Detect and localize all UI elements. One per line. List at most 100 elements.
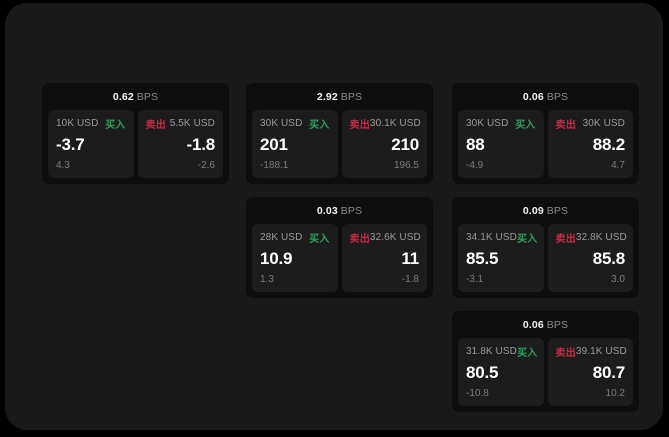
quote-size-label: 30K USD (260, 118, 303, 129)
bps-unit-label: BPS (546, 91, 569, 103)
quote-size-label: 10K USD (56, 118, 99, 129)
quote-card[interactable]: 0.06 BPS 31.8K USD 买入 80.5 -10.8 卖出 39.1K USD 80… (452, 311, 639, 412)
quote-sub-value: -10.8 (466, 388, 489, 399)
quote-side-header: 卖出 39.1K USD (555, 345, 627, 359)
bps-unit-label: BPS (136, 91, 159, 103)
quote-side-header: 28K USD 买入 (260, 231, 330, 245)
quote-main-value: 11 (401, 249, 419, 268)
bps-header: 0.06 BPS (458, 318, 633, 332)
quote-main-value: 85.5 (466, 249, 499, 268)
bps-unit-label: BPS (546, 205, 569, 217)
quote-size-label: 28K USD (260, 232, 303, 243)
quote-side-header: 卖出 30.1K USD (349, 117, 421, 131)
quote-card-board: 0.62 BPS 10K USD 买入 -3.7 4.3 卖出 5.5K USD -1.8 -2.… (42, 83, 642, 412)
quote-side-buy[interactable]: 34.1K USD 买入 85.5 -3.1 (458, 224, 544, 292)
quote-sub-value: 196.5 (393, 160, 419, 171)
quote-side-buy[interactable]: 10K USD 买入 -3.7 4.3 (48, 110, 134, 178)
quote-side-header: 34.1K USD 买入 (466, 231, 538, 245)
quote-side-header: 31.8K USD 买入 (466, 345, 538, 359)
sell-action-label[interactable]: 卖出 (555, 234, 576, 245)
quote-main-value: 88.2 (592, 135, 625, 154)
bps-value: 0.03 (316, 205, 338, 217)
quote-main-value: -3.7 (56, 135, 85, 154)
quote-side-sell[interactable]: 卖出 32.6K USD 11 -1.8 (341, 224, 427, 292)
quote-side-sell[interactable]: 卖出 32.8K USD 85.8 3.0 (547, 224, 633, 292)
quote-side-sell[interactable]: 卖出 30K USD 88.2 4.7 (547, 110, 633, 178)
quote-side-sell[interactable]: 卖出 39.1K USD 80.7 10.2 (547, 338, 633, 406)
quote-card[interactable]: 0.62 BPS 10K USD 买入 -3.7 4.3 卖出 5.5K USD -1.8 -2.… (42, 83, 229, 184)
quote-card[interactable]: 0.09 BPS 34.1K USD 买入 85.5 -3.1 卖出 32.8K USD 85.… (452, 197, 639, 298)
quote-size-label: 30.1K USD (369, 118, 421, 129)
buy-action-label[interactable]: 买入 (516, 348, 538, 359)
bps-unit-label: BPS (340, 205, 363, 217)
quote-size-label: 30K USD (466, 118, 509, 129)
quote-main-value: 88 (466, 135, 485, 154)
bps-header: 0.03 BPS (252, 204, 427, 218)
quote-size-label: 39.1K USD (575, 346, 627, 357)
quote-sub-value: -4.9 (466, 160, 484, 171)
quote-side-buy[interactable]: 31.8K USD 买入 80.5 -10.8 (458, 338, 544, 406)
quote-sides: 31.8K USD 买入 80.5 -10.8 卖出 39.1K USD 80.7 10.2 (458, 338, 633, 406)
quote-side-header: 卖出 32.8K USD (555, 231, 627, 245)
bps-value: 0.09 (522, 205, 544, 217)
quote-size-label: 31.8K USD (466, 346, 517, 357)
quote-sub-value: 4.7 (611, 160, 625, 171)
quote-sub-value: -188.1 (260, 160, 289, 171)
quote-main-value: 85.8 (592, 249, 625, 268)
sell-action-label[interactable]: 卖出 (349, 120, 370, 131)
quote-side-sell[interactable]: 卖出 30.1K USD 210 196.5 (341, 110, 427, 178)
quote-side-buy[interactable]: 30K USD 买入 201 -188.1 (252, 110, 338, 178)
bps-header: 0.06 BPS (458, 90, 633, 104)
sell-action-label[interactable]: 卖出 (555, 348, 576, 359)
buy-action-label[interactable]: 买入 (105, 120, 126, 131)
quote-main-value: 210 (391, 135, 419, 154)
quote-side-header: 卖出 32.6K USD (349, 231, 421, 245)
buy-action-label[interactable]: 买入 (515, 120, 536, 131)
quote-size-label: 5.5K USD (169, 118, 215, 129)
bps-value: 2.92 (316, 91, 338, 103)
quote-card[interactable]: 0.06 BPS 30K USD 买入 88 -4.9 卖出 30K USD 88.2 4.7 (452, 83, 639, 184)
sell-action-label[interactable]: 卖出 (349, 234, 370, 245)
quote-column-3: 0.06 BPS 30K USD 买入 88 -4.9 卖出 30K USD 88.2 4.7 0.… (452, 83, 639, 425)
bps-header: 0.09 BPS (458, 204, 633, 218)
quote-main-value: 10.9 (260, 249, 293, 268)
buy-action-label[interactable]: 买入 (516, 234, 538, 245)
sell-action-label[interactable]: 卖出 (555, 120, 576, 131)
quote-sub-value: 1.3 (260, 274, 274, 285)
quote-size-label: 34.1K USD (466, 232, 517, 243)
quote-card[interactable]: 0.03 BPS 28K USD 买入 10.9 1.3 卖出 32.6K USD 11 -1.8 (246, 197, 433, 298)
quote-sub-value: 3.0 (611, 274, 625, 285)
quote-side-header: 卖出 5.5K USD (145, 117, 216, 131)
quote-side-sell[interactable]: 卖出 5.5K USD -1.8 -2.6 (137, 110, 223, 178)
quote-main-value: 80.7 (592, 363, 625, 382)
buy-action-label[interactable]: 买入 (309, 234, 330, 245)
quote-main-value: -1.8 (186, 135, 216, 154)
quote-card[interactable]: 2.92 BPS 30K USD 买入 201 -188.1 卖出 30.1K USD 210 1… (246, 83, 433, 184)
quote-size-label: 30K USD (582, 118, 625, 129)
quote-sub-value: -2.6 (197, 160, 215, 171)
bps-unit-label: BPS (340, 91, 363, 103)
bps-header: 2.92 BPS (252, 90, 427, 104)
quote-sub-value: 4.3 (56, 160, 70, 171)
quote-sub-value: -1.8 (401, 274, 419, 285)
quote-side-buy[interactable]: 30K USD 买入 88 -4.9 (458, 110, 544, 178)
quote-sub-value: -3.1 (466, 274, 484, 285)
quote-sub-value: 10.2 (605, 388, 625, 399)
bps-value: 0.06 (522, 91, 544, 103)
quote-column-1: 0.62 BPS 10K USD 买入 -3.7 4.3 卖出 5.5K USD -1.8 -2.… (42, 83, 229, 197)
bps-unit-label: BPS (546, 319, 569, 331)
quote-panel-surface: 0.62 BPS 10K USD 买入 -3.7 4.3 卖出 5.5K USD -1.8 -2.… (5, 3, 663, 430)
quote-main-value: 201 (260, 135, 288, 154)
bps-value: 0.62 (112, 91, 134, 103)
quote-sides: 30K USD 买入 201 -188.1 卖出 30.1K USD 210 196.5 (252, 110, 427, 178)
bps-value: 0.06 (522, 319, 544, 331)
quote-side-buy[interactable]: 28K USD 买入 10.9 1.3 (252, 224, 338, 292)
quote-side-header: 10K USD 买入 (56, 117, 126, 131)
quote-size-label: 32.8K USD (575, 232, 627, 243)
quote-sides: 10K USD 买入 -3.7 4.3 卖出 5.5K USD -1.8 -2.6 (48, 110, 223, 178)
bps-header: 0.62 BPS (48, 90, 223, 104)
buy-action-label[interactable]: 买入 (309, 120, 330, 131)
sell-action-label[interactable]: 卖出 (145, 120, 166, 131)
quote-sides: 30K USD 买入 88 -4.9 卖出 30K USD 88.2 4.7 (458, 110, 633, 178)
